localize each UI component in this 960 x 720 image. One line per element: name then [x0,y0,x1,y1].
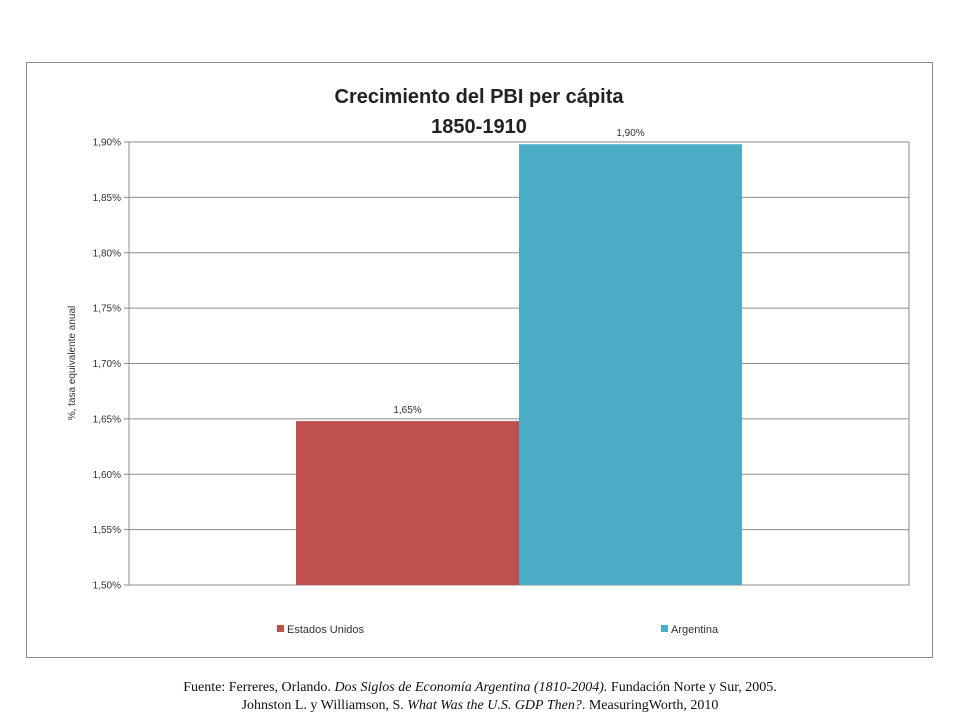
source-line-1-suffix: Fundación Norte y Sur, 2005. [607,680,777,695]
source-line-1: Fuente: Ferreres, Orlando. Dos Siglos de… [0,679,960,697]
source-line-2: Johnston L. y Williamson, S. What Was th… [0,697,960,715]
y-tick-label: 1,50% [93,581,121,592]
y-tick-label: 1,65% [93,414,121,425]
bar-argentina [519,144,742,585]
source-line-1-title: Dos Siglos de Economía Argentina (1810-2… [334,680,608,695]
source-line-1-prefix: Fuente: Ferreres, Orlando. [183,680,335,695]
data-label: 1,90% [616,128,644,139]
chart-subtitle: 1850-1910 [431,116,527,138]
source-citation: Fuente: Ferreres, Orlando. Dos Siglos de… [0,679,960,715]
y-tick-label: 1,80% [93,248,121,259]
legend-swatch [661,625,668,632]
y-tick-label: 1,90% [93,138,121,149]
bar-estados-unidos [296,421,519,585]
y-tick-label: 1,75% [93,304,121,315]
source-line-2-suffix: . MeasuringWorth, 2010 [581,698,719,713]
data-label: 1,65% [393,405,421,416]
bar-chart: Crecimiento del PBI per cápita 1850-1910… [67,86,910,636]
y-tick-label: 1,60% [93,470,121,481]
chart-frame: Crecimiento del PBI per cápita 1850-1910… [26,62,933,658]
source-line-2-title: What Was the U.S. GDP Then? [407,698,582,713]
y-tick-label: 1,85% [93,193,121,204]
legend-label: Argentina [671,624,719,636]
chart-title: Crecimiento del PBI per cápita [335,86,625,108]
legend-swatch [277,625,284,632]
y-tick-label: 1,55% [93,525,121,536]
source-line-2-prefix: Johnston L. y Williamson, S. [241,698,408,713]
y-tick-label: 1,70% [93,359,121,370]
legend-label: Estados Unidos [287,624,365,636]
y-axis-label: %, tasa equivalente anual [67,306,78,421]
